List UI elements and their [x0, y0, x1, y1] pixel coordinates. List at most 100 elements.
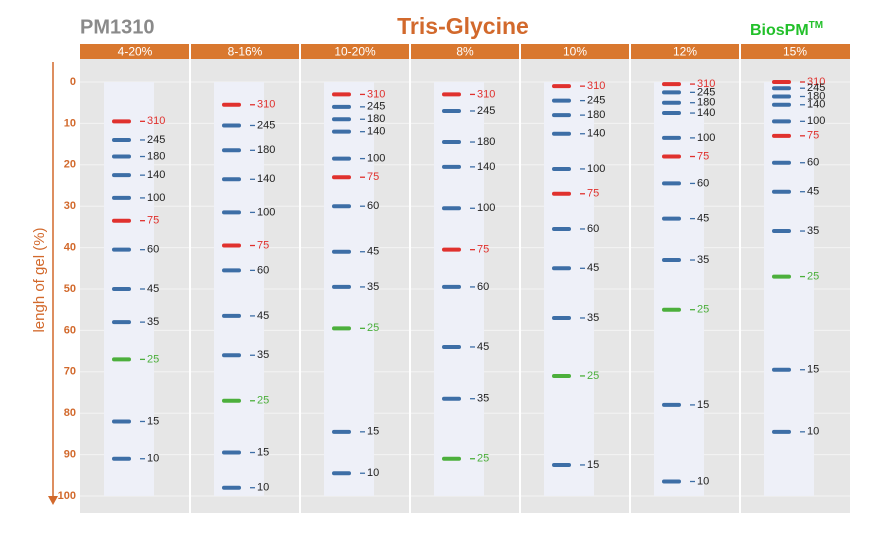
band-label: 60	[147, 244, 159, 256]
band-label: 245	[587, 95, 605, 107]
band-label: 45	[587, 262, 599, 274]
gel-strip	[544, 82, 594, 496]
band	[662, 258, 681, 263]
band	[112, 357, 131, 362]
band	[552, 315, 571, 320]
band	[222, 148, 241, 153]
band-label: 10	[257, 482, 269, 494]
band	[332, 326, 351, 331]
band	[112, 218, 131, 223]
band-label: 75	[807, 130, 819, 142]
brand: BiosPMTM	[750, 20, 823, 40]
band	[442, 396, 461, 401]
band-label: 140	[587, 128, 605, 140]
band-label: 245	[367, 101, 385, 113]
lane-label: 10-20%	[334, 45, 376, 59]
band	[112, 137, 131, 142]
band-label: 35	[807, 225, 819, 237]
band	[772, 229, 791, 234]
band	[552, 131, 571, 136]
band-label: 180	[697, 97, 715, 109]
lane-label: 8%	[456, 45, 474, 59]
band-label: 35	[367, 281, 379, 293]
band	[442, 108, 461, 113]
band	[552, 98, 571, 103]
band	[222, 485, 241, 490]
band-label: 140	[147, 169, 165, 181]
band	[222, 210, 241, 215]
band	[222, 450, 241, 455]
band-label: 310	[587, 80, 605, 92]
band-label: 35	[697, 254, 709, 266]
band	[442, 284, 461, 289]
band	[222, 123, 241, 128]
band-label: 45	[257, 310, 269, 322]
band	[662, 402, 681, 407]
band-label: 10	[367, 467, 379, 479]
y-tick-label: 80	[64, 407, 76, 419]
band	[552, 84, 571, 89]
band	[772, 80, 791, 84]
band-label: 140	[807, 99, 825, 111]
band	[222, 102, 241, 107]
band-label: 45	[807, 186, 819, 198]
band-label: 75	[587, 188, 599, 200]
band-label: 25	[257, 395, 269, 407]
band-label: 100	[477, 202, 495, 214]
brand-name: BiosPM	[750, 22, 809, 39]
gel-strip	[434, 82, 484, 496]
band	[662, 90, 681, 95]
y-tick-label: 30	[64, 200, 76, 212]
band	[112, 419, 131, 424]
band	[552, 191, 571, 196]
band	[772, 160, 791, 165]
band-label: 100	[807, 115, 825, 127]
band	[222, 398, 241, 403]
gel-strip	[654, 82, 704, 496]
band	[772, 86, 791, 91]
band-label: 10	[807, 426, 819, 438]
band-label: 25	[147, 353, 159, 365]
band	[552, 113, 571, 118]
band	[662, 181, 681, 186]
band-label: 60	[807, 157, 819, 169]
chart-title: Tris-Glycine	[397, 13, 529, 39]
band-label: 100	[367, 152, 385, 164]
band-label: 140	[477, 161, 495, 173]
band	[332, 204, 351, 209]
band	[332, 284, 351, 289]
band	[662, 307, 681, 312]
band-label: 60	[367, 200, 379, 212]
y-tick-label: 60	[64, 324, 76, 336]
band	[332, 92, 351, 97]
band-label: 100	[697, 132, 715, 144]
y-axis-label: lengh of gel (%)	[31, 227, 48, 332]
band-label: 15	[367, 426, 379, 438]
band-label: 180	[807, 90, 825, 102]
band	[662, 82, 681, 87]
band	[112, 320, 131, 325]
band-label: 60	[477, 281, 489, 293]
gel-strip	[764, 82, 814, 496]
band-label: 140	[697, 107, 715, 119]
band	[442, 344, 461, 349]
lane-header	[410, 44, 520, 59]
lane-header	[300, 44, 410, 59]
y-tick-label: 0	[70, 76, 76, 88]
band-label: 35	[477, 393, 489, 405]
band-label: 245	[477, 105, 495, 117]
product-code: PM1310	[80, 16, 155, 38]
band-label: 245	[147, 134, 165, 146]
band	[442, 140, 461, 145]
band	[772, 429, 791, 434]
band-label: 10	[147, 453, 159, 465]
band	[222, 353, 241, 358]
band	[662, 154, 681, 159]
band-label: 15	[147, 415, 159, 427]
band	[442, 206, 461, 211]
band	[552, 266, 571, 271]
band-label: 25	[587, 370, 599, 382]
band-label: 60	[257, 264, 269, 276]
band-label: 310	[367, 88, 385, 100]
